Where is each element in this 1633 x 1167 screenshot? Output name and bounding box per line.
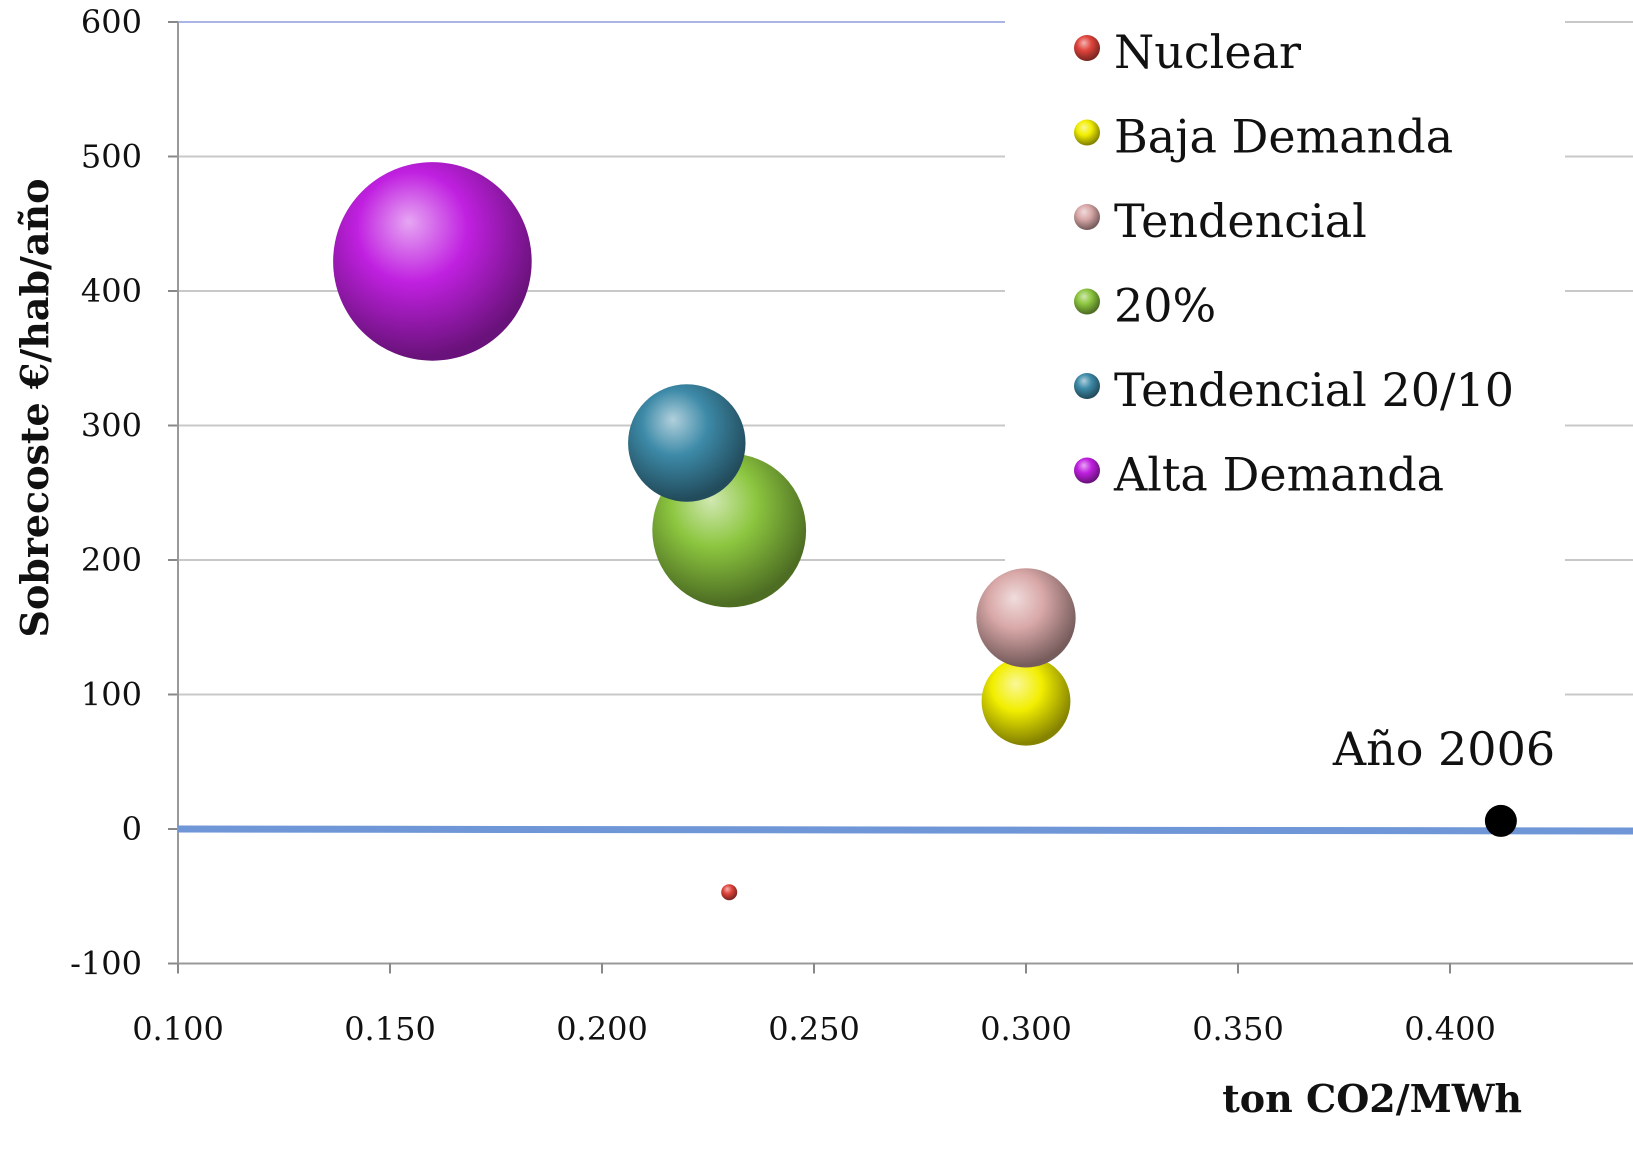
bubbles (333, 162, 1076, 900)
x-tick-label: 0.200 (556, 1010, 648, 1048)
legend-marker (1074, 204, 1100, 230)
y-tick-label: 100 (81, 676, 142, 714)
x-tick-label: 0.250 (768, 1010, 860, 1048)
annotation-layer: Año 2006 (1332, 722, 1555, 837)
legend-marker (1074, 289, 1100, 315)
y-tick-label: 600 (81, 3, 142, 41)
x-tick-label: 0.100 (132, 1010, 224, 1048)
legend-label: 20% (1114, 279, 1216, 333)
legend-marker (1074, 373, 1100, 399)
year-2006-marker (1485, 805, 1517, 837)
x-tick-label: 0.150 (344, 1010, 436, 1048)
bubble-tendencial-20-10 (628, 384, 745, 501)
legend-label: Baja Demanda (1114, 110, 1453, 164)
y-tick-label: 500 (81, 138, 142, 176)
x-tick-label: 0.350 (1192, 1010, 1284, 1048)
zero-reference-line (178, 829, 1633, 831)
legend-marker (1074, 120, 1100, 146)
x-tick-label: 0.400 (1404, 1010, 1496, 1048)
y-axis-title: Sobrecoste €/hab/año (12, 178, 57, 637)
bubble-tendencial (976, 568, 1075, 667)
legend-marker (1074, 458, 1100, 484)
y-tick-label: -100 (70, 945, 142, 983)
year-2006-label: Año 2006 (1332, 722, 1555, 776)
bubble-alta-demanda (333, 162, 532, 361)
y-tick-label: 0 (122, 810, 142, 848)
y-tick-label: 200 (81, 541, 142, 579)
legend-label: Alta Demanda (1113, 448, 1444, 502)
y-tick-label: 400 (81, 272, 142, 310)
legend-marker (1074, 35, 1100, 61)
legend-label: Tendencial (1114, 194, 1367, 248)
reference-line-layer (178, 829, 1633, 831)
x-axis-title: ton CO2/MWh (1222, 1076, 1522, 1121)
x-tick-label: 0.300 (980, 1010, 1072, 1048)
bubble-baja-demanda (982, 657, 1071, 746)
legend-label: Tendencial 20/10 (1114, 363, 1514, 417)
y-tick-label: 300 (81, 407, 142, 445)
bubble-nuclear (721, 884, 737, 900)
legend: Nuclear Baja Demanda Tendencial 20% Tendenci… (1074, 25, 1514, 502)
legend-label: Nuclear (1114, 25, 1301, 79)
